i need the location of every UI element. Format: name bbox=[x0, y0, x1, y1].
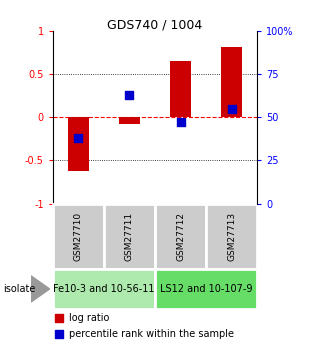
Text: LS12 and 10-107-9: LS12 and 10-107-9 bbox=[160, 284, 252, 294]
Bar bbox=[206, 204, 257, 269]
Text: GDS740 / 1004: GDS740 / 1004 bbox=[107, 18, 203, 31]
Point bbox=[127, 92, 132, 98]
Text: GSM27712: GSM27712 bbox=[176, 212, 185, 261]
Text: isolate: isolate bbox=[3, 284, 35, 294]
Point bbox=[56, 315, 61, 321]
Bar bbox=[170, 61, 191, 117]
Bar bbox=[53, 269, 155, 309]
Bar bbox=[68, 117, 89, 171]
Bar bbox=[119, 117, 140, 124]
Point bbox=[76, 135, 81, 141]
Bar bbox=[53, 204, 104, 269]
Bar bbox=[104, 204, 155, 269]
Point bbox=[56, 331, 61, 337]
Text: GSM27710: GSM27710 bbox=[74, 212, 83, 261]
Text: GSM27713: GSM27713 bbox=[227, 212, 236, 261]
Polygon shape bbox=[31, 276, 50, 302]
Text: GSM27711: GSM27711 bbox=[125, 212, 134, 261]
Text: percentile rank within the sample: percentile rank within the sample bbox=[69, 329, 234, 339]
Bar bbox=[155, 204, 206, 269]
Point bbox=[229, 106, 234, 111]
Bar bbox=[155, 269, 257, 309]
Text: log ratio: log ratio bbox=[69, 313, 109, 323]
Bar bbox=[221, 47, 242, 117]
Point bbox=[178, 120, 183, 125]
Text: Fe10-3 and 10-56-11: Fe10-3 and 10-56-11 bbox=[53, 284, 155, 294]
